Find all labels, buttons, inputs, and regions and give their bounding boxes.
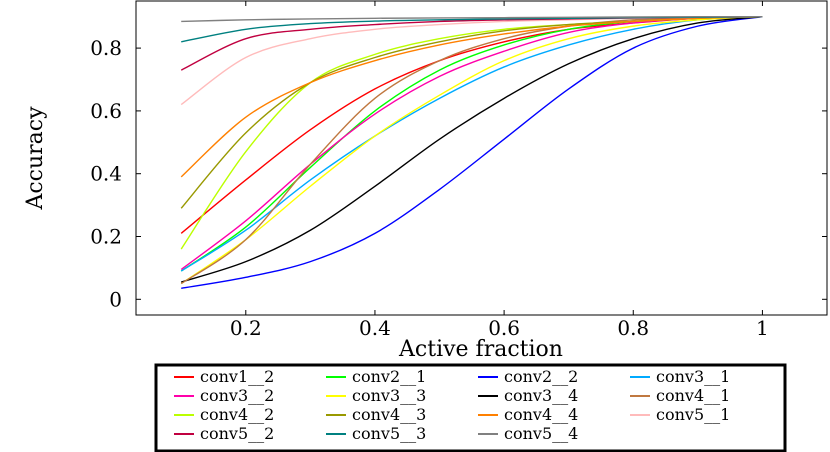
ticks-group: 0.2 0.4 0.6 0.8 1 0 0.2 0.4 0.6 0.8 — [90, 1, 827, 340]
y-tick-label: 0.8 — [90, 36, 122, 60]
legend-label: conv5__1 — [656, 405, 730, 424]
x-tick-label: 0.8 — [617, 316, 649, 340]
y-tick-label: 0.6 — [90, 99, 122, 123]
legend-label: conv5__4 — [504, 424, 578, 443]
y-tick-label: 0 — [109, 287, 122, 311]
series-line-conv3-3 — [180, 16, 763, 285]
series-line-conv3-1 — [180, 16, 763, 272]
x-tick-label: 0.6 — [488, 316, 520, 340]
x-axis-title: Active fraction — [398, 337, 563, 362]
series-line-conv2-1 — [180, 16, 763, 272]
series-line-conv3-2 — [180, 16, 763, 271]
legend-label: conv5__3 — [352, 424, 426, 443]
legend-box — [154, 363, 787, 452]
legend-label: conv3__1 — [656, 367, 730, 386]
x-tick-label: 0.2 — [230, 316, 262, 340]
legend-label: conv4__2 — [200, 405, 274, 424]
legend-label: conv4__1 — [656, 386, 730, 405]
legend-label: conv2__1 — [352, 367, 426, 386]
legend-label: conv3__3 — [352, 386, 426, 405]
series-line-conv5-1 — [180, 16, 763, 106]
series-line-conv4-3 — [180, 16, 763, 209]
legend-label: conv1__2 — [200, 367, 274, 386]
series-group — [180, 15, 763, 290]
y-tick-label: 0.2 — [90, 225, 122, 249]
legend-label: conv5__2 — [200, 424, 274, 443]
legend: conv1__2 conv2__1 conv2__2 conv3__1 conv3__2… — [174, 367, 730, 443]
plot-frame — [135, 0, 828, 316]
series-line-conv2-2 — [181, 16, 763, 290]
series-line-conv4-4 — [180, 16, 763, 178]
y-axis-title: Accuracy — [23, 106, 48, 211]
series-line-conv3-4 — [180, 16, 763, 283]
legend-label: conv3__4 — [504, 386, 578, 405]
legend-label: conv3__2 — [200, 386, 274, 405]
y-tick-label: 0.4 — [90, 162, 122, 186]
legend-label: conv2__2 — [504, 367, 578, 386]
legend-label: conv4__3 — [352, 405, 426, 424]
series-line-conv5-4 — [181, 15, 763, 23]
series-line-conv4-1 — [180, 16, 763, 285]
x-tick-label: 1 — [756, 316, 769, 340]
x-tick-label: 0.4 — [359, 316, 391, 340]
legend-label: conv4__4 — [504, 405, 578, 424]
